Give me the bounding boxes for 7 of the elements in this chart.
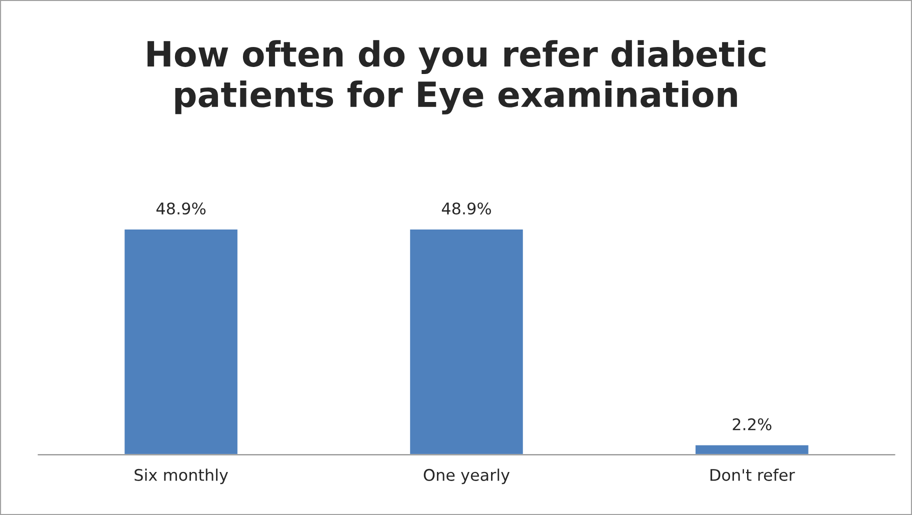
x-tick-label: Don't refer xyxy=(710,468,795,481)
x-tick-label: One yearly xyxy=(424,468,510,484)
chart-title: How often do you refer diabetic patients for Eye examination xyxy=(148,40,766,114)
x-tick-label: Six monthly xyxy=(134,468,228,484)
data-label: 2.2% xyxy=(732,418,772,430)
data-label: 48.9% xyxy=(442,202,491,215)
data-label: 48.9% xyxy=(156,202,206,215)
